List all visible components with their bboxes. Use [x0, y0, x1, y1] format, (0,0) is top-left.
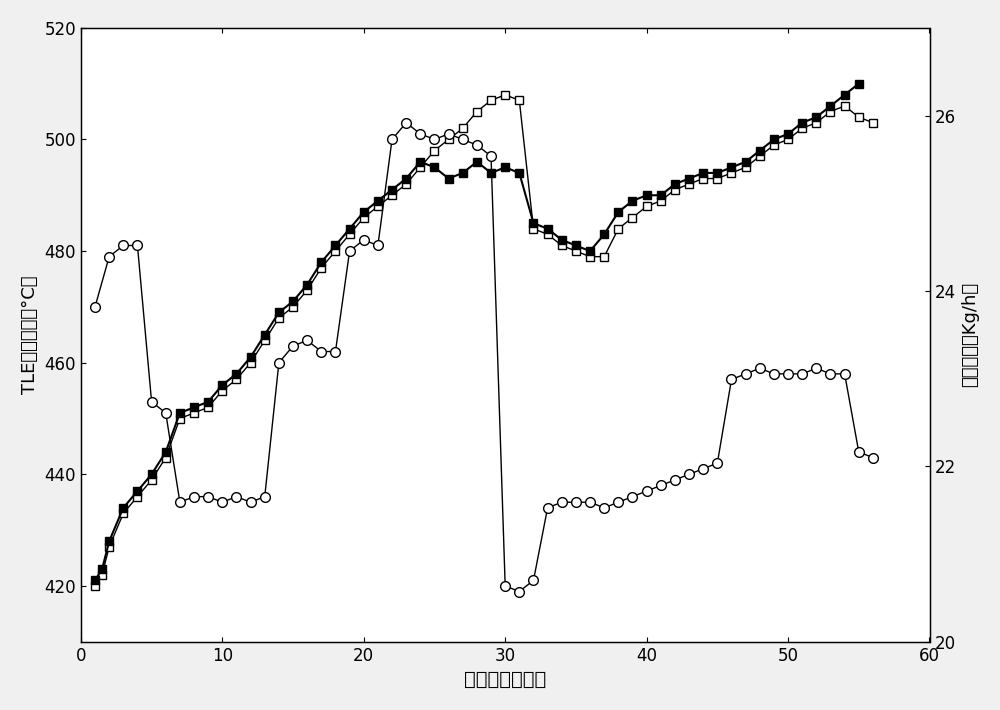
Y-axis label: 进料流量（Kg/h）: 进料流量（Kg/h） — [961, 283, 979, 388]
Y-axis label: TLE出口温度（°C）: TLE出口温度（°C） — [21, 275, 39, 394]
X-axis label: 运行时间（天）: 运行时间（天） — [464, 670, 546, 689]
